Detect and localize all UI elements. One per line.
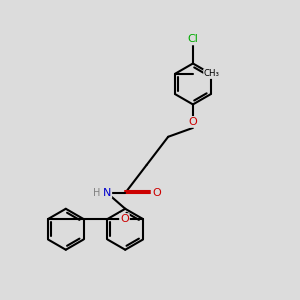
Text: O: O [189,117,197,127]
Text: CH₃: CH₃ [204,69,220,78]
Text: O: O [152,188,161,198]
Text: Cl: Cl [188,34,198,44]
Text: H: H [93,188,100,198]
Text: N: N [103,188,111,198]
Text: O: O [120,214,129,224]
